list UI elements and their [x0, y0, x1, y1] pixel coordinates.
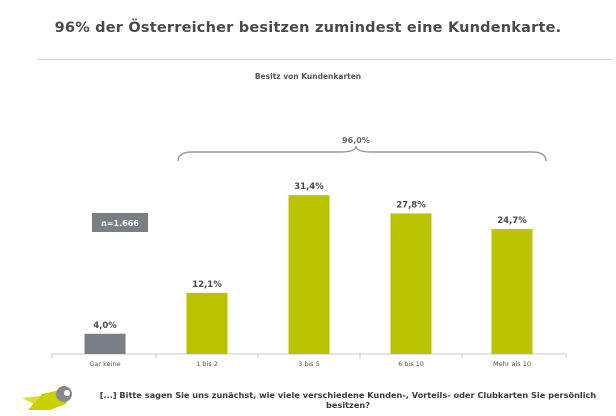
- value-label-2: 12,1%: [192, 280, 222, 290]
- bar-2: [186, 292, 228, 354]
- category-label-4: 6 bis 10: [398, 360, 424, 368]
- value-label-3: 31,4%: [294, 182, 324, 192]
- category-label-3: 3 bis 5: [298, 360, 320, 368]
- bar-5: [491, 229, 533, 354]
- bracket-label: 96,0%: [342, 136, 370, 145]
- category-label-5: Mehr als 10: [493, 360, 531, 368]
- category-label-2: 1 bis 2: [196, 360, 218, 368]
- value-label-4: 27,8%: [396, 200, 426, 210]
- bar-1: [84, 333, 126, 354]
- chart-title: Besitz von Kundenkarten: [255, 72, 361, 81]
- value-label-5: 24,7%: [497, 216, 527, 226]
- bar-3: [288, 195, 330, 354]
- title-divider: [38, 59, 612, 60]
- page-title: 96% der Österreicher besitzen zumindest …: [54, 20, 562, 36]
- survey-question: [...] Bitte sagen Sie uns zunächst, wie …: [99, 390, 597, 410]
- mascot-figure: [22, 386, 72, 410]
- category-label-1: Gar keine: [89, 360, 120, 368]
- value-label-1: 4,0%: [93, 321, 117, 331]
- bar-4: [390, 213, 432, 354]
- sample-size-label: n=1.666: [101, 219, 139, 228]
- sample-size-badge: [92, 213, 148, 232]
- bracket-96: [177, 145, 547, 162]
- bar-chart: Besitz von Kundenkarten 96,0% n=1.666 4,…: [51, 72, 567, 368]
